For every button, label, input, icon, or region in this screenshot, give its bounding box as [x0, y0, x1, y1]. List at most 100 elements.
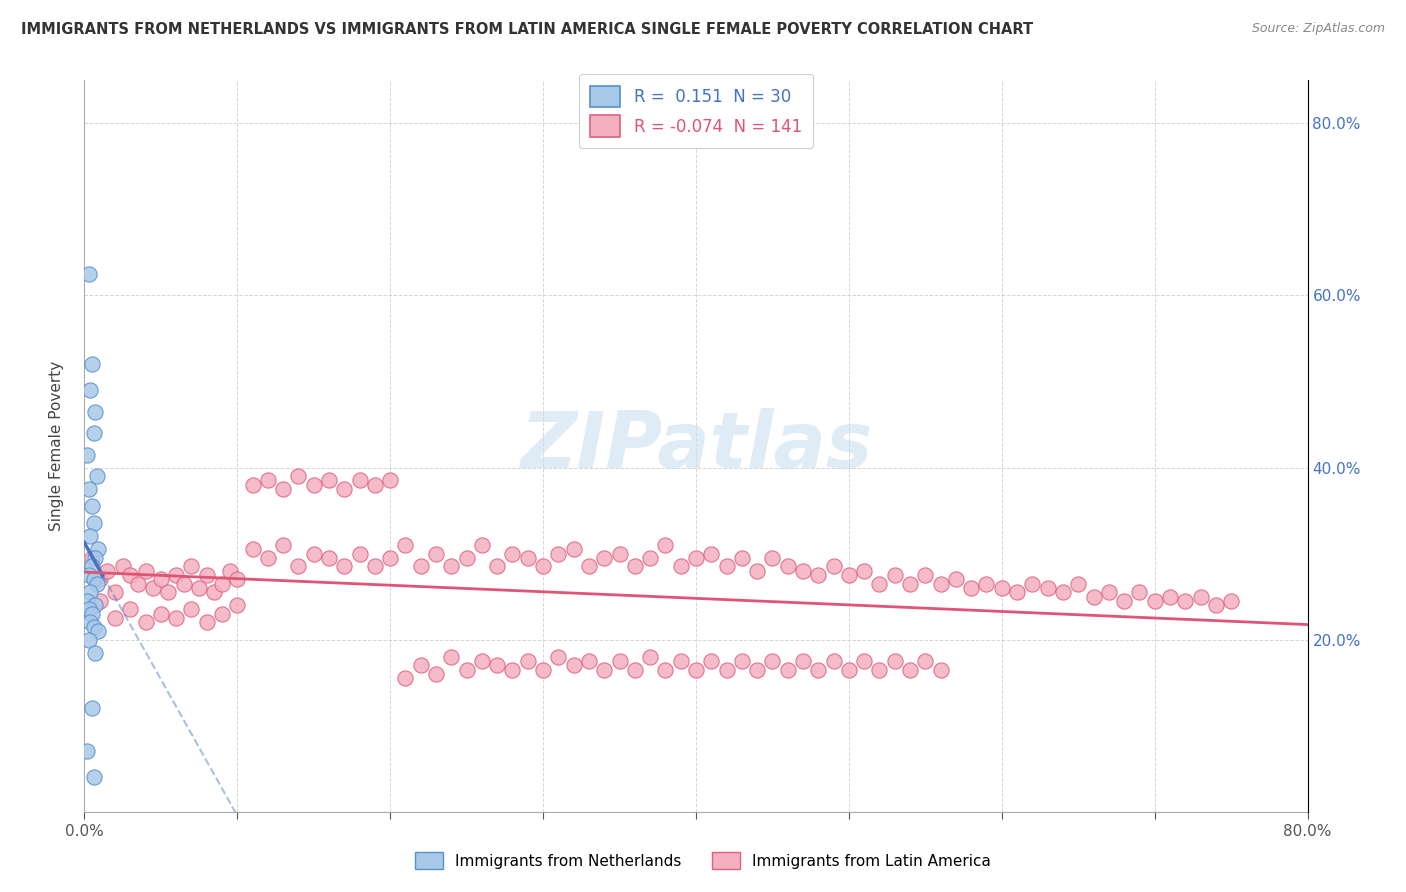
- Point: [945, 573, 967, 587]
- Point: [77, 568, 100, 582]
- Y-axis label: Single Female Poverty: Single Female Poverty: [49, 361, 63, 531]
- Point: [287, 559, 309, 574]
- Point: [731, 654, 754, 668]
- Point: [86, 576, 108, 591]
- Point: [80, 500, 103, 514]
- Point: [409, 658, 432, 673]
- Point: [104, 585, 127, 599]
- Point: [1067, 576, 1090, 591]
- Point: [104, 611, 127, 625]
- Point: [380, 550, 402, 565]
- Point: [165, 611, 187, 625]
- Point: [700, 547, 723, 561]
- Point: [333, 482, 356, 496]
- Point: [1036, 581, 1059, 595]
- Point: [173, 576, 195, 591]
- Point: [111, 559, 134, 574]
- Point: [79, 585, 101, 599]
- Point: [77, 482, 100, 496]
- Point: [135, 564, 157, 578]
- Point: [1143, 594, 1166, 608]
- Point: [471, 654, 494, 668]
- Point: [531, 559, 554, 574]
- Point: [1021, 576, 1043, 591]
- Point: [349, 474, 371, 488]
- Point: [76, 594, 98, 608]
- Point: [869, 576, 891, 591]
- Point: [1205, 598, 1227, 612]
- Point: [1083, 590, 1105, 604]
- Point: [578, 654, 600, 668]
- Point: [807, 663, 830, 677]
- Point: [516, 654, 538, 668]
- Point: [853, 654, 876, 668]
- Point: [87, 542, 110, 557]
- Text: Source: ZipAtlas.com: Source: ZipAtlas.com: [1251, 22, 1385, 36]
- Point: [394, 538, 416, 552]
- Point: [1189, 590, 1212, 604]
- Point: [226, 598, 249, 612]
- Point: [823, 559, 845, 574]
- Point: [242, 477, 264, 491]
- Point: [84, 404, 107, 418]
- Point: [638, 649, 661, 664]
- Point: [776, 663, 799, 677]
- Point: [792, 564, 814, 578]
- Point: [79, 529, 101, 543]
- Point: [218, 564, 240, 578]
- Point: [929, 663, 952, 677]
- Point: [700, 654, 723, 668]
- Point: [838, 663, 860, 677]
- Point: [869, 663, 891, 677]
- Point: [76, 744, 98, 758]
- Point: [609, 654, 631, 668]
- Point: [80, 357, 103, 371]
- Point: [654, 663, 676, 677]
- Point: [195, 568, 218, 582]
- Point: [792, 654, 814, 668]
- Point: [195, 615, 218, 630]
- Point: [83, 770, 105, 784]
- Point: [960, 581, 983, 595]
- Point: [83, 620, 105, 634]
- Point: [302, 547, 325, 561]
- Point: [471, 538, 494, 552]
- Point: [83, 426, 105, 441]
- Point: [84, 598, 107, 612]
- Point: [502, 547, 524, 561]
- Point: [853, 564, 876, 578]
- Point: [562, 542, 585, 557]
- Legend: R =  0.151  N = 30, R = -0.074  N = 141: R = 0.151 N = 30, R = -0.074 N = 141: [578, 74, 814, 148]
- Point: [394, 671, 416, 685]
- Point: [914, 568, 936, 582]
- Point: [202, 585, 225, 599]
- Point: [257, 550, 280, 565]
- Point: [333, 559, 356, 574]
- Point: [349, 547, 371, 561]
- Point: [318, 550, 340, 565]
- Point: [180, 602, 202, 616]
- Point: [180, 559, 202, 574]
- Point: [83, 573, 105, 587]
- Point: [456, 550, 478, 565]
- Point: [287, 469, 309, 483]
- Point: [593, 663, 616, 677]
- Point: [747, 663, 769, 677]
- Point: [80, 559, 103, 574]
- Point: [149, 573, 172, 587]
- Point: [127, 576, 149, 591]
- Point: [761, 550, 783, 565]
- Point: [731, 550, 754, 565]
- Point: [80, 550, 103, 565]
- Point: [609, 547, 631, 561]
- Point: [211, 576, 233, 591]
- Point: [364, 477, 387, 491]
- Point: [685, 550, 707, 565]
- Point: [149, 607, 172, 621]
- Point: [747, 564, 769, 578]
- Point: [624, 559, 647, 574]
- Point: [456, 663, 478, 677]
- Point: [77, 632, 100, 647]
- Point: [188, 581, 211, 595]
- Point: [1159, 590, 1181, 604]
